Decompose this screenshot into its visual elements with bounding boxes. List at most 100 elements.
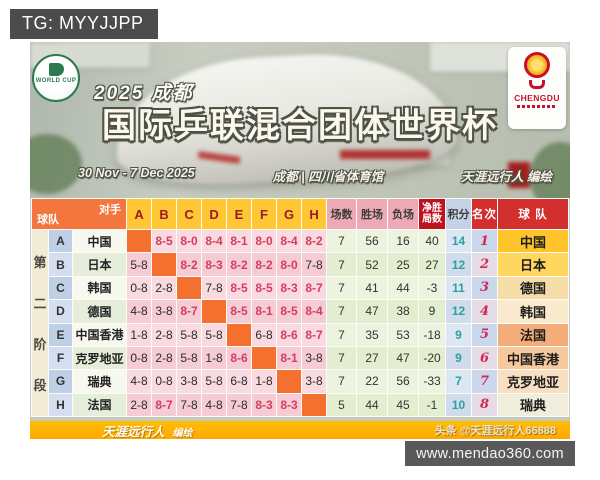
score-cell: 7-8	[226, 392, 253, 418]
rank-number-cell: 8	[471, 392, 499, 418]
rank-team-cell: 日本	[497, 252, 570, 277]
table-row: C 韩国 0-8 2-8 7-8 8-5 8-5 8-3 8-7 7 41 44 -3 11 3 德国	[32, 275, 570, 301]
score-cell: 8-3	[276, 392, 303, 418]
score-cell: 2-8	[151, 275, 178, 301]
self-cell	[126, 228, 153, 254]
score-cell: 4-8	[201, 392, 228, 418]
score-cell: 5-8	[176, 322, 203, 347]
col-header-H: H	[301, 198, 328, 230]
poster-title: 国际乒联混合团体世界杯	[102, 107, 498, 145]
world-cup-logo: WORLD CUP	[32, 54, 80, 102]
lost-cell: 16	[387, 228, 420, 254]
score-cell: 8-7	[176, 299, 203, 324]
table-row: F 克罗地亚 0-8 2-8 5-8 1-8 8-6 8-1 3-8 7 27 47 -20 9 6 中国香港	[32, 345, 570, 371]
red-arch-icon	[529, 80, 545, 89]
score-cell: 2-8	[151, 345, 178, 371]
footer-credit-name: 天涯远行人	[102, 424, 165, 439]
net-cell: -1	[418, 392, 447, 418]
score-cell: 8-0	[176, 228, 203, 254]
row-letter-cell: H	[48, 392, 73, 418]
row-team-cell: 德国	[71, 299, 128, 324]
logo-dots-decor	[517, 105, 557, 108]
score-cell: 8-5	[151, 228, 178, 254]
self-cell	[301, 392, 328, 418]
rank-team-cell: 德国	[497, 275, 570, 301]
points-cell: 9	[445, 322, 473, 347]
self-cell	[251, 345, 278, 371]
score-cell: 8-0	[276, 252, 303, 277]
lost-cell: 45	[387, 392, 420, 418]
self-cell	[176, 275, 203, 301]
score-cell: 7-8	[176, 392, 203, 418]
col-header-E: E	[226, 198, 253, 230]
net-cell: 40	[418, 228, 447, 254]
won-cell: 56	[356, 228, 389, 254]
row-team-cell: 韩国	[71, 275, 128, 301]
row-letter-cell: E	[48, 322, 73, 347]
score-cell: 8-3	[276, 275, 303, 301]
score-cell: 8-2	[226, 252, 253, 277]
footer-handle-label: 头条 @天涯远行人66888	[434, 425, 556, 437]
table-row: H 法国 2-8 8-7 7-8 4-8 7-8 8-3 8-3 5 44 45 -1 10 8 瑞典	[32, 392, 570, 418]
played-cell: 7	[326, 345, 358, 371]
rank-team-cell: 克罗地亚	[497, 369, 570, 394]
score-cell: 1-8	[251, 369, 278, 394]
rank-number-cell: 2	[471, 252, 499, 277]
score-cell: 8-7	[301, 275, 328, 301]
score-cell: 7-8	[201, 275, 228, 301]
row-letter-cell: C	[48, 275, 73, 301]
year-city-label: 2025 成都	[94, 83, 194, 104]
stage-char: 阶	[33, 337, 47, 352]
score-cell: 8-5	[226, 275, 253, 301]
points-cell: 11	[445, 275, 473, 301]
rank-number-cell: 1	[471, 228, 499, 254]
score-cell: 8-3	[201, 252, 228, 277]
won-cell: 47	[356, 299, 389, 324]
col-header-B: B	[151, 198, 178, 230]
col-header-D: D	[201, 198, 228, 230]
net-cell: 9	[418, 299, 447, 324]
col-header-won: 胜场	[356, 198, 389, 230]
tournament-poster: WORLD CUP CHENGDU 2025 成都 国际乒联混合团体世界杯 30…	[30, 42, 570, 439]
col-header-A: A	[126, 198, 153, 230]
score-cell: 7-8	[301, 252, 328, 277]
footer-credit-role: 编绘	[172, 427, 193, 439]
row-team-cell: 中国香港	[71, 322, 128, 347]
rank-number-cell: 7	[471, 369, 499, 394]
won-cell: 41	[356, 275, 389, 301]
score-cell: 4-8	[126, 299, 153, 324]
table-row: D 德国 4-8 3-8 8-7 8-5 8-1 8-5 8-4 7 47 38 9 12 4 韩国	[32, 299, 570, 324]
score-cell: 8-3	[251, 392, 278, 418]
score-cell: 8-2	[251, 252, 278, 277]
stage-label-cell: 第二阶段	[31, 229, 49, 417]
score-cell: 8-5	[251, 275, 278, 301]
red-banner-shape	[340, 150, 430, 159]
row-team-cell: 日本	[71, 252, 128, 277]
red-sign-shape	[508, 162, 530, 188]
points-cell: 12	[445, 252, 473, 277]
self-cell	[226, 322, 253, 347]
net-cell: -20	[418, 345, 447, 371]
score-cell: 8-2	[176, 252, 203, 277]
lost-cell: 47	[387, 345, 420, 371]
lost-cell: 25	[387, 252, 420, 277]
score-cell: 8-2	[301, 228, 328, 254]
standings-table-wrap: 对手 球队 A B C D E F G H 场数 胜场 负场	[30, 198, 570, 418]
col-header-lost: 负场	[387, 198, 420, 230]
standings-body: 第二阶段 A 中国 8-5 8-0 8-4 8-1 8-0 8-4 8-2 7 56 16 40 14 1 中国…	[31, 228, 570, 418]
played-cell: 7	[326, 252, 358, 277]
stadium-photo: WORLD CUP CHENGDU 2025 成都 国际乒联混合团体世界杯 30…	[30, 42, 570, 198]
points-cell: 9	[445, 345, 473, 371]
row-team-cell: 中国	[71, 228, 128, 254]
score-cell: 8-1	[251, 299, 278, 324]
score-cell: 8-4	[276, 228, 303, 254]
row-team-cell: 法国	[71, 392, 128, 418]
score-cell: 8-5	[276, 299, 303, 324]
won-cell: 22	[356, 369, 389, 394]
played-cell: 7	[326, 228, 358, 254]
score-cell: 3-8	[301, 345, 328, 371]
tg-badge: TG: MYYJJPP	[10, 9, 158, 39]
score-cell: 8-7	[301, 322, 328, 347]
trophy-icon	[48, 63, 64, 76]
